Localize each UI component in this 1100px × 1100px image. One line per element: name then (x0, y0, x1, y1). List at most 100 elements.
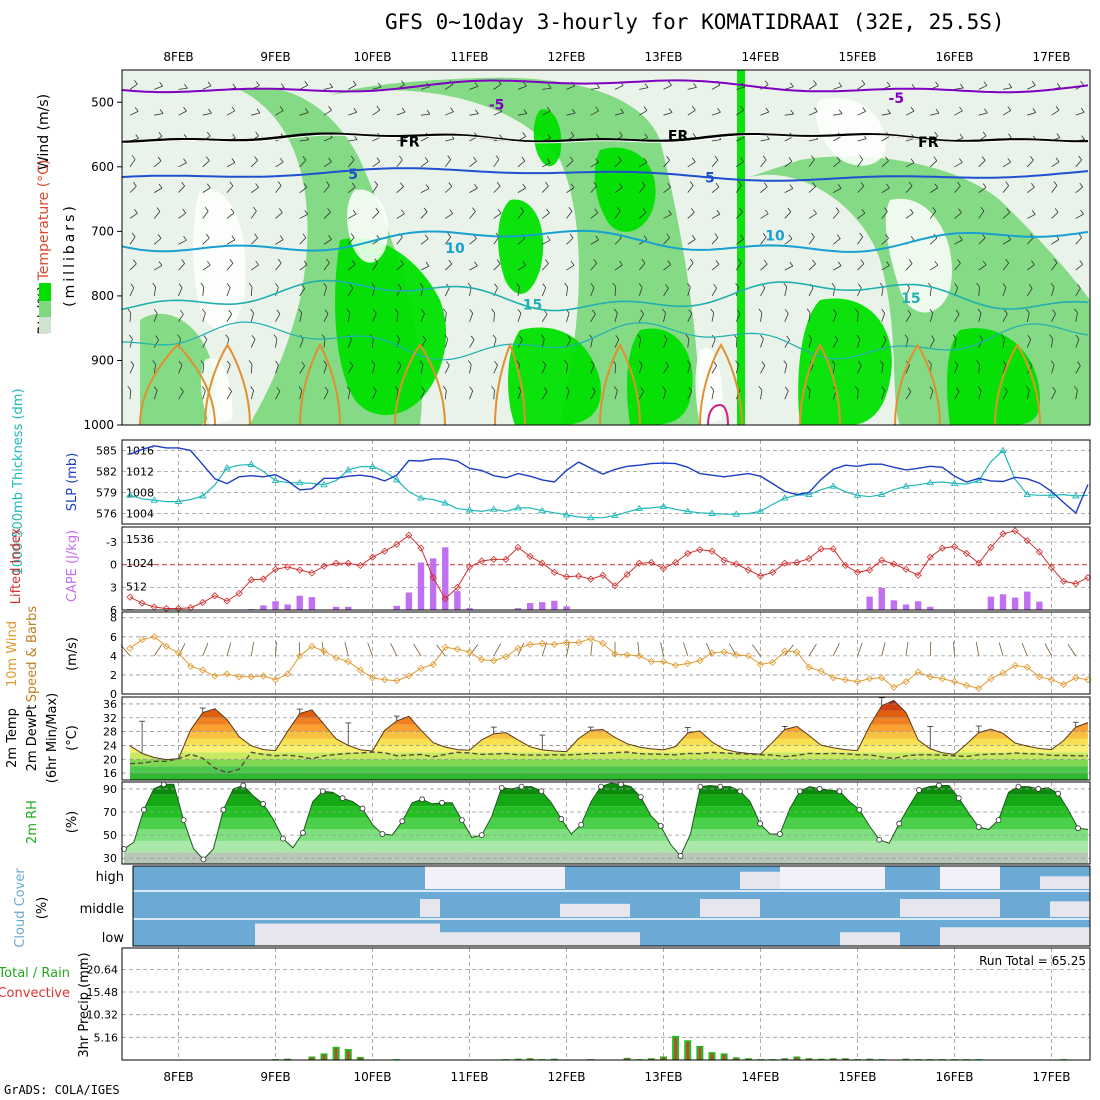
li-marker (526, 552, 534, 560)
wind-barb (178, 162, 187, 168)
precip-convective-bar (686, 1041, 689, 1060)
precip-tick-label: 10.32 (87, 1009, 119, 1022)
y-tick-label: 500 (91, 95, 114, 109)
rh-marker (538, 788, 545, 795)
wind-barb-flag (668, 108, 673, 113)
wind-barb-flag (547, 134, 552, 139)
wind-barb-flag (156, 207, 161, 212)
wind-barb-10m (344, 642, 349, 656)
wind-barb-flag (200, 282, 205, 288)
wind-barb-flag (691, 157, 696, 163)
wind-barb-flag (184, 84, 188, 89)
li-marker (126, 593, 134, 601)
wind-barb-flag (494, 360, 498, 366)
wind-barb (711, 338, 716, 348)
date-label-bottom: 8FEB (163, 1070, 193, 1084)
wind-barb-flag (764, 80, 769, 85)
wind-barb-flag (689, 181, 694, 186)
contour-label: FR (399, 134, 420, 150)
wind-barb (711, 111, 721, 116)
wind-barb (978, 339, 983, 348)
wind-barb-flag (783, 282, 788, 288)
wind-barb (299, 390, 303, 400)
rh-clear-patch (193, 188, 246, 330)
cape-bar (878, 587, 885, 610)
wind-barb (420, 136, 430, 142)
wind-barb-flag (977, 386, 982, 391)
wind-speed-marker (465, 648, 474, 656)
wind-barb-flag (911, 84, 916, 89)
thickness-marker (1071, 492, 1080, 499)
wind-barb (566, 313, 570, 322)
wind-barb (347, 186, 356, 193)
date-label-bottom: 16FEB (936, 1070, 974, 1084)
wind-speed-marker (405, 672, 413, 680)
wind-speed-marker (296, 652, 304, 660)
wind-barb-flag (1031, 81, 1036, 86)
wind-speed-marker (138, 636, 146, 644)
wind-barb-flag (615, 335, 620, 340)
wind-barb (711, 287, 717, 297)
cloud-block-high (780, 866, 885, 889)
wind-barb-flag (127, 308, 132, 314)
thickness-tick-label: 582 (96, 466, 117, 479)
wind-barb-10m (1067, 644, 1077, 657)
wind-barb (687, 185, 694, 193)
wind-barb-flag (520, 207, 524, 212)
wind-barb-10m (590, 641, 593, 656)
precip-convective-bar (347, 1050, 350, 1060)
wind-barb (614, 364, 617, 374)
wind-barb-flag (324, 309, 329, 314)
precip-convective-bar (735, 1058, 738, 1060)
wind-barb (1026, 390, 1030, 400)
cape-bar (914, 601, 922, 610)
wind-barb (929, 286, 932, 296)
wind-barb (396, 111, 406, 116)
wind-barb (1051, 313, 1056, 322)
wind-barb-flag (202, 308, 206, 314)
rh-shade (508, 327, 601, 425)
wind-barb (881, 286, 884, 296)
wind-barb (1026, 339, 1032, 348)
wind-barb-flag (448, 259, 453, 265)
wind-barb (493, 159, 500, 168)
wind-barb-flag (353, 108, 358, 113)
wind-barb-flag (595, 106, 599, 112)
wind-barb (929, 211, 936, 219)
precip-convective-bar (832, 1058, 835, 1060)
wind-barb (954, 110, 963, 116)
wind-barb-flag (1004, 309, 1008, 315)
wind-barb (590, 239, 599, 245)
wind-barb-flag (546, 158, 551, 163)
wind-barb-flag (934, 183, 939, 188)
wind-barb-flag (183, 158, 187, 163)
wind-barb (808, 111, 818, 116)
rh-marker (856, 806, 863, 813)
wind-barb-flag (444, 334, 449, 340)
wind-barb-flag (448, 182, 453, 187)
li-marker (538, 559, 546, 567)
cape-bar (417, 562, 425, 610)
wind-barb (833, 187, 842, 193)
slp-axis-label: SLP (mb) (65, 453, 80, 512)
wind-barb-flag (232, 133, 236, 139)
wind-speed-marker (926, 673, 934, 681)
cloud-block (255, 923, 440, 946)
wind-barb (663, 237, 670, 245)
wind-barb-flag (304, 210, 309, 215)
cape-bar (466, 608, 473, 610)
wind-barb (954, 162, 963, 168)
rh-shade (798, 298, 892, 425)
thickness-marker (853, 491, 862, 498)
wind-barb-10m (120, 644, 131, 657)
li-marker (296, 566, 304, 574)
wind-barb-10m (250, 642, 255, 656)
wind-barb (735, 338, 738, 348)
y-tick-label: 900 (91, 353, 114, 367)
wind-barb (372, 313, 377, 322)
wind-barb-flag (980, 206, 985, 212)
panel-frame (121, 781, 1091, 865)
cape-bar (999, 594, 1007, 610)
wind-barb (784, 313, 789, 322)
wind-barb-flag (231, 158, 236, 163)
